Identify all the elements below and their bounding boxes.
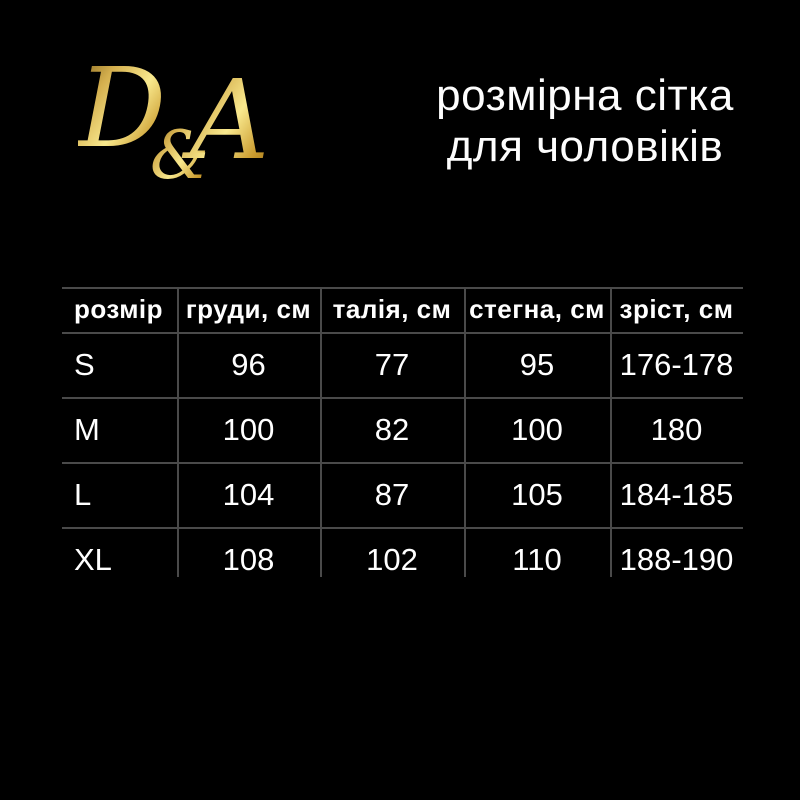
column-header-hips: стегна, см xyxy=(469,294,605,324)
table-grid-line xyxy=(62,287,743,289)
table-grid-line xyxy=(610,287,612,577)
cell-height: 188-190 xyxy=(619,541,734,577)
brand-logo: D & A xyxy=(76,44,293,194)
table-grid-line xyxy=(62,397,743,399)
cell-chest: 108 xyxy=(222,541,275,577)
table-grid-line xyxy=(320,287,322,577)
cell-size: S xyxy=(74,346,95,382)
page-title-line-2: для чоловіків xyxy=(446,122,724,171)
cell-waist: 82 xyxy=(374,411,410,447)
table-row-l: L 104 87 105 184-185 xyxy=(62,462,743,527)
size-table: розмір груди, см талія, см стегна, см зр… xyxy=(62,287,743,592)
table-row-s: S 96 77 95 176-178 xyxy=(62,332,743,397)
cell-hips: 110 xyxy=(512,541,562,577)
page-title: розмірна сітка для чоловіків xyxy=(400,70,770,172)
cell-hips: 100 xyxy=(511,411,563,447)
column-header-size: розмір xyxy=(74,294,164,324)
brand-logo-graphic: D & A xyxy=(76,44,269,194)
page-title-line-1: розмірна сітка xyxy=(436,71,734,120)
cell-hips: 95 xyxy=(519,346,555,382)
table-header-row: розмір груди, см талія, см стегна, см зр… xyxy=(62,287,743,332)
table-row-m: M 100 82 100 180 xyxy=(62,397,743,462)
cell-size: M xyxy=(74,411,100,447)
table-grid-line xyxy=(62,332,743,334)
column-header-chest: груди, см xyxy=(185,294,312,324)
cell-chest: 96 xyxy=(231,346,266,382)
cell-height: 176-178 xyxy=(619,346,734,382)
cell-chest: 100 xyxy=(222,411,275,447)
column-header-waist: талія, см xyxy=(332,294,452,324)
cell-size: L xyxy=(74,476,92,512)
cell-height: 184-185 xyxy=(619,476,734,512)
cell-waist: 87 xyxy=(374,476,410,512)
cell-waist: 102 xyxy=(366,541,418,577)
cell-hips: 105 xyxy=(511,476,563,512)
cell-chest: 104 xyxy=(222,476,275,512)
cell-height: 180 xyxy=(650,411,703,447)
logo-ampersand-icon: & xyxy=(150,117,209,186)
column-header-height: зріст, см xyxy=(619,294,734,324)
table-grid-line xyxy=(62,462,743,464)
table-grid-line xyxy=(62,527,743,529)
table-grid-line xyxy=(464,287,466,577)
logo-letter-d: D xyxy=(78,46,166,172)
table-grid-line xyxy=(177,287,179,577)
logo-letter-a: A xyxy=(181,56,269,184)
cell-waist: 77 xyxy=(374,346,410,382)
cell-size: XL xyxy=(74,541,112,577)
table-row-xl: XL 108 102 110 188-190 xyxy=(62,527,743,592)
